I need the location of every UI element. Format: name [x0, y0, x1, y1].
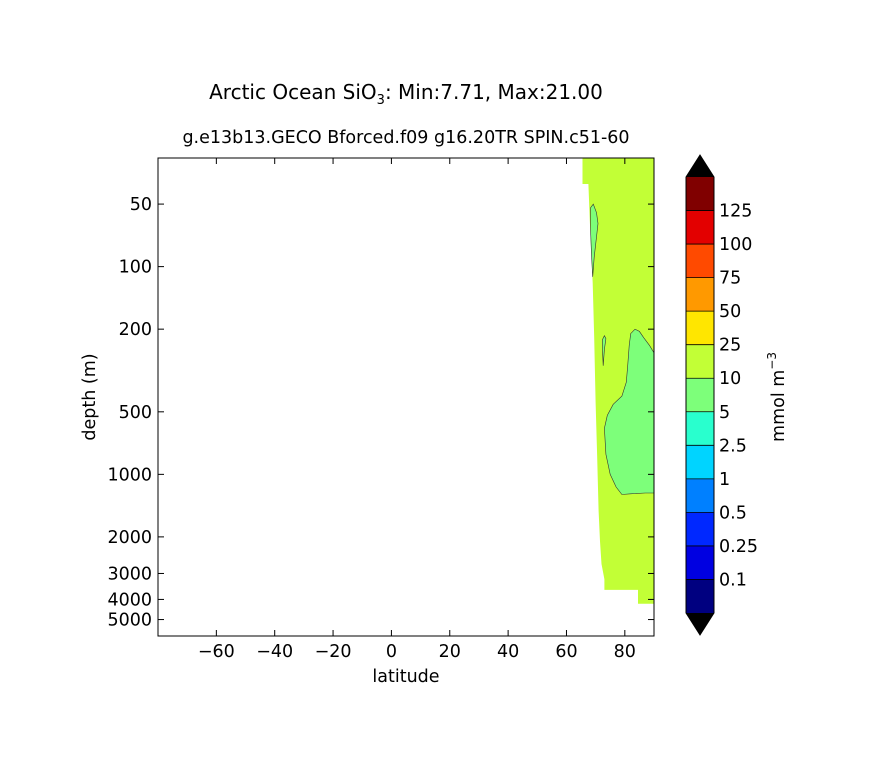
- colorbar: 0.1 0.25 0.5 1 2.5 5 10 25 50 75 100 125: [685, 154, 758, 636]
- colorbar-extend-max: [686, 155, 714, 177]
- x-tick-label: 20: [439, 642, 461, 662]
- y-tick-label: 1000: [107, 465, 152, 485]
- title-suffix: : Min:7.71, Max:21.00: [385, 80, 603, 104]
- colorbar-tick-label: 2.5: [719, 436, 747, 456]
- colorbar-tick-label: 0.1: [719, 570, 747, 590]
- colorbar-tick-label: 1: [719, 470, 730, 490]
- colorbar-tick-label: 10: [719, 369, 741, 389]
- colorbar-segment: [686, 579, 714, 614]
- chart-title-text: Arctic Ocean SiO3: Min:7.71, Max:21.00: [209, 80, 603, 108]
- y-tick-label: 500: [119, 403, 152, 423]
- y-tick-label: 100: [119, 258, 152, 278]
- colorbar-tick-label: 125: [719, 202, 752, 222]
- contour-region: [602, 335, 607, 366]
- colorbar-tick-label: 0.5: [719, 503, 747, 523]
- x-tick-label: −20: [315, 642, 352, 662]
- contour-region: [590, 203, 599, 277]
- y-axis-label: depth (m): [80, 353, 100, 440]
- x-tick-label: 60: [555, 642, 577, 662]
- colorbar-segment: [686, 478, 714, 513]
- colorbar-label-sup: −3: [765, 352, 779, 370]
- colorbar-segment: [686, 277, 714, 312]
- plot-area-frame: [157, 157, 655, 637]
- chart-title: Arctic Ocean SiO3: Min:7.71, Max:21.00: [209, 80, 603, 108]
- colorbar-outline: [685, 154, 715, 636]
- x-tick-label: −60: [198, 642, 235, 662]
- title-subscript: 3: [377, 93, 385, 108]
- y-tick-label: 3000: [107, 564, 152, 584]
- y-tick-label: 5000: [107, 611, 152, 631]
- colorbar-label: mmol m−3: [765, 352, 789, 442]
- colorbar-segment: [686, 445, 714, 480]
- x-axis-label: latitude: [372, 667, 439, 687]
- x-tick-label: 40: [497, 642, 519, 662]
- colorbar-tick-label: 50: [719, 302, 741, 322]
- colorbar-segment: [686, 411, 714, 446]
- colorbar-tick-label: 75: [719, 269, 741, 289]
- colorbar-label-main: mmol m: [769, 370, 789, 442]
- colorbar-segment: [686, 311, 714, 345]
- x-tick-label: −40: [256, 642, 293, 662]
- y-tick-label: 4000: [107, 590, 152, 610]
- colorbar-tick-label: 25: [719, 336, 741, 356]
- y-tick-label: 2000: [107, 528, 152, 548]
- colorbar-segment: [686, 344, 714, 379]
- chart-subtitle: g.e13b13.GECO Bforced.f09 g16.20TR SPIN.…: [182, 128, 629, 148]
- colorbar-segment: [686, 177, 714, 211]
- colorbar-tick-label: 100: [719, 235, 752, 255]
- title-prefix: Arctic Ocean SiO: [209, 80, 377, 104]
- y-tick-label: 50: [130, 195, 152, 215]
- x-tick-label: 0: [386, 642, 397, 662]
- x-axis: −60 −40 −20 0 20 40 60 80: [198, 158, 636, 662]
- contour-regions: [582, 158, 654, 604]
- colorbar-segment: [686, 378, 714, 413]
- contour-region: [604, 328, 654, 495]
- y-tick-label: 200: [119, 320, 152, 340]
- colorbar-segment: [686, 545, 714, 580]
- colorbar-tick-label: 0.25: [719, 537, 758, 557]
- x-tick-label: 80: [614, 642, 636, 662]
- colorbar-segment: [686, 512, 714, 547]
- colorbar-segment: [686, 244, 714, 278]
- colorbar-tick-label: 5: [719, 403, 730, 423]
- colorbar-segment: [686, 210, 714, 245]
- colorbar-extend-min: [686, 613, 714, 635]
